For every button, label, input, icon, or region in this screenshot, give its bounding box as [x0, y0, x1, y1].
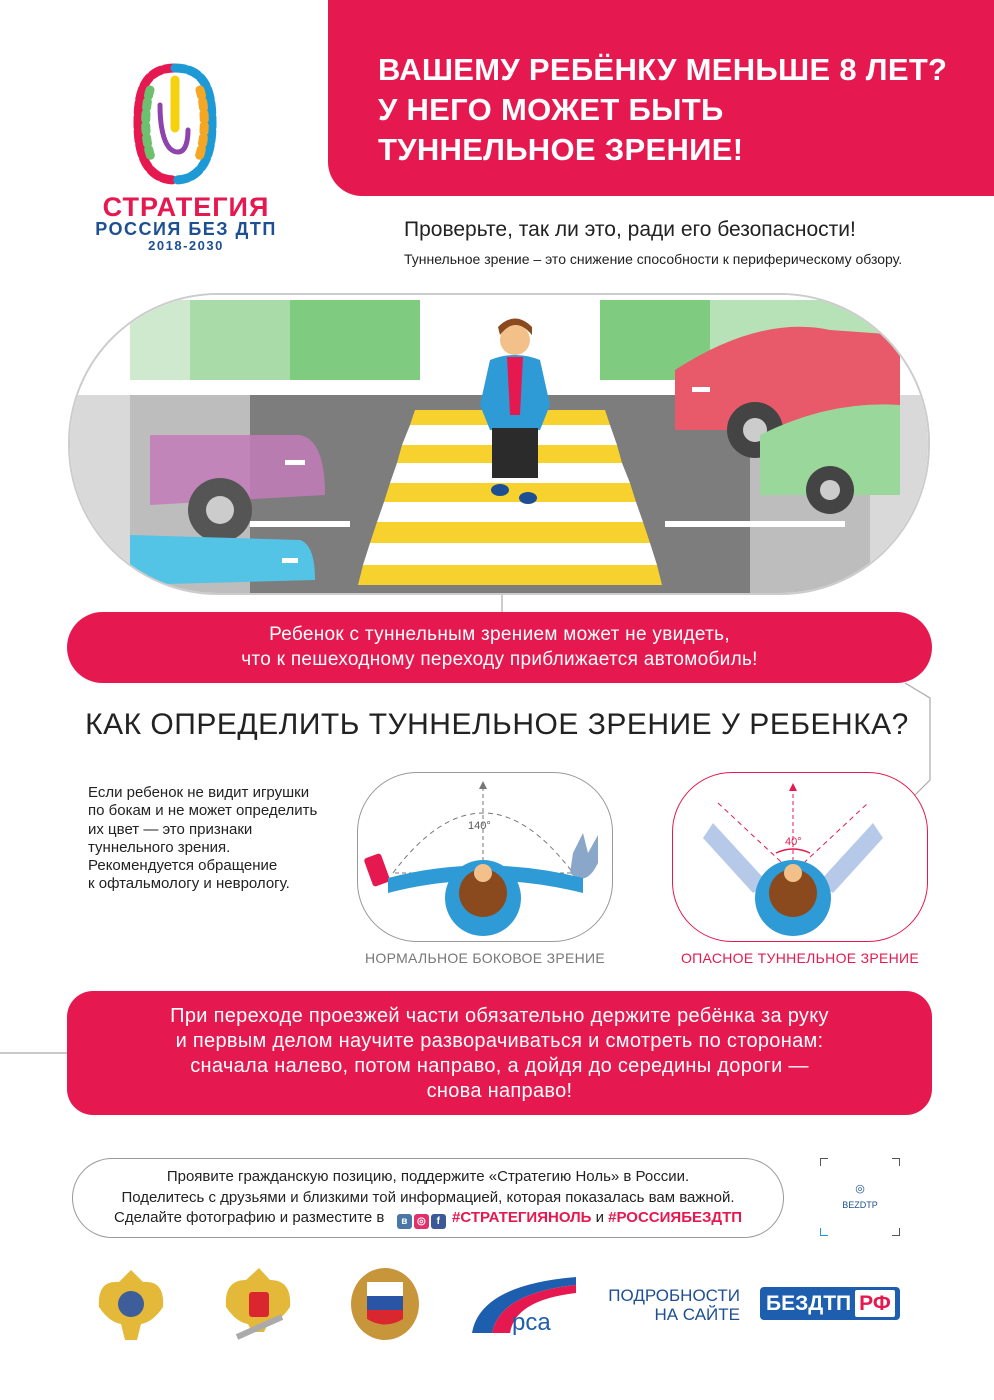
instagram-icon[interactable]: ◎ [413, 1214, 429, 1229]
vk-icon[interactable]: в [396, 1214, 412, 1229]
instagram-icon: ◎ [855, 1183, 865, 1195]
warning-line: Ребенок с туннельным зрением может не ув… [269, 624, 730, 645]
logo-title: СТРАТЕГИЯ [102, 192, 270, 222]
warning-line: что к пешеходному переходу приближается … [241, 649, 758, 670]
qr-label: BEZDTP [842, 1200, 878, 1210]
title-line: ТУННЕЛЬНОЕ ЗРЕНИЕ! [378, 132, 744, 167]
qr-code[interactable]: ◎ BEZDTP [820, 1158, 900, 1236]
facebook-icon[interactable]: f [430, 1214, 446, 1229]
moscow-emblem-icon [225, 1268, 291, 1340]
connector-lines [0, 595, 931, 1054]
title-line: У НЕГО МОЖЕТ БЫТЬ [378, 92, 724, 127]
normal-vision-diagram [357, 772, 613, 942]
more-line: ПОДРОБНОСТИ [608, 1286, 740, 1305]
header-banner [328, 0, 994, 196]
angle-label-tunnel: 40° [785, 836, 802, 848]
traffic-police-emblem-icon [351, 1268, 419, 1340]
bezdtp-site-link[interactable]: БЕЗДТП РФ [760, 1287, 900, 1320]
advice-line: к офтальмологу и неврологу. [88, 875, 290, 893]
advice-text: Если ребенок не видит игрушки по бокам и… [88, 784, 317, 894]
advice-line: Если ребенок не видит игрушки [88, 784, 310, 801]
page-title: ВАШЕМУ РЕБЁНКУ МЕНЬШЕ 8 ЛЕТ? У НЕГО МОЖЕ… [378, 50, 947, 170]
rule-line: и первым делом научите разворачиваться и… [175, 1030, 824, 1052]
share-line: Проявите гражданскую позицию, поддержите… [166, 1168, 690, 1185]
intro-headline: Проверьте, так ли это, ради его безопасн… [404, 218, 856, 241]
safety-rule-banner: При переходе проезжей части обязательно … [67, 991, 932, 1115]
advice-line: по бокам и не может определить [88, 802, 318, 820]
strategy-zero-logo-icon [133, 63, 217, 185]
share-callout: Проявите гражданскую позицию, поддержите… [72, 1158, 784, 1238]
hashtag-russia-bez-dtp[interactable]: #РОССИЯБЕЗДТП [608, 1209, 743, 1226]
advice-line: туннельного зрения. [88, 838, 231, 856]
more-line: НА САЙТЕ [654, 1305, 740, 1324]
rule-line: снова направо! [426, 1080, 573, 1102]
warning-banner: Ребенок с туннельным зрением может не ув… [67, 612, 932, 683]
logo-subtitle: РОССИЯ БЕЗ ДТП [95, 219, 277, 239]
section-title: КАК ОПРЕДЕЛИТЬ ТУННЕЛЬНОЕ ЗРЕНИЕ У РЕБЕН… [85, 708, 909, 741]
logo-years: 2018-2030 [148, 238, 224, 253]
conjunction: и [595, 1209, 604, 1226]
share-line: Сделайте фотографию и разместите в [113, 1209, 385, 1226]
title-line: ВАШЕМУ РЕБЁНКУ МЕНЬШЕ 8 ЛЕТ? [378, 52, 948, 87]
site-suffix: РФ [855, 1290, 895, 1317]
tunnel-vision-diagram [672, 772, 928, 942]
rule-line: При переходе проезжей части обязательно … [170, 1005, 829, 1027]
advice-line: их цвет — это признаки [88, 820, 253, 838]
more-info-label: ПОДРОБНОСТИ НА САЙТЕ [600, 1286, 740, 1324]
advice-line: Рекомендуется обращение [88, 857, 278, 875]
angle-label-normal: 140° [468, 820, 491, 832]
rule-line: сначала налево, потом направо, а дойдя д… [190, 1055, 809, 1077]
rsa-logo-icon: рса [472, 1277, 576, 1335]
rsa-text: рса [512, 1309, 551, 1335]
share-line: Поделитесь с друзьями и близкими той инф… [121, 1188, 735, 1206]
ministry-transport-emblem-icon [98, 1270, 164, 1340]
intro-definition: Туннельное зрение – это снижение способн… [404, 251, 903, 267]
normal-vision-caption: НОРМАЛЬНОЕ БОКОВОЕ ЗРЕНИЕ [364, 950, 606, 966]
hashtag-strategy-zero[interactable]: #СТРАТЕГИЯНОЛЬ [452, 1209, 592, 1226]
crosswalk-illustration [68, 293, 930, 595]
tunnel-vision-caption: ОПАСНОЕ ТУННЕЛЬНОЕ ЗРЕНИЕ [680, 950, 920, 966]
site-name: БЕЗДТП [766, 1292, 852, 1315]
